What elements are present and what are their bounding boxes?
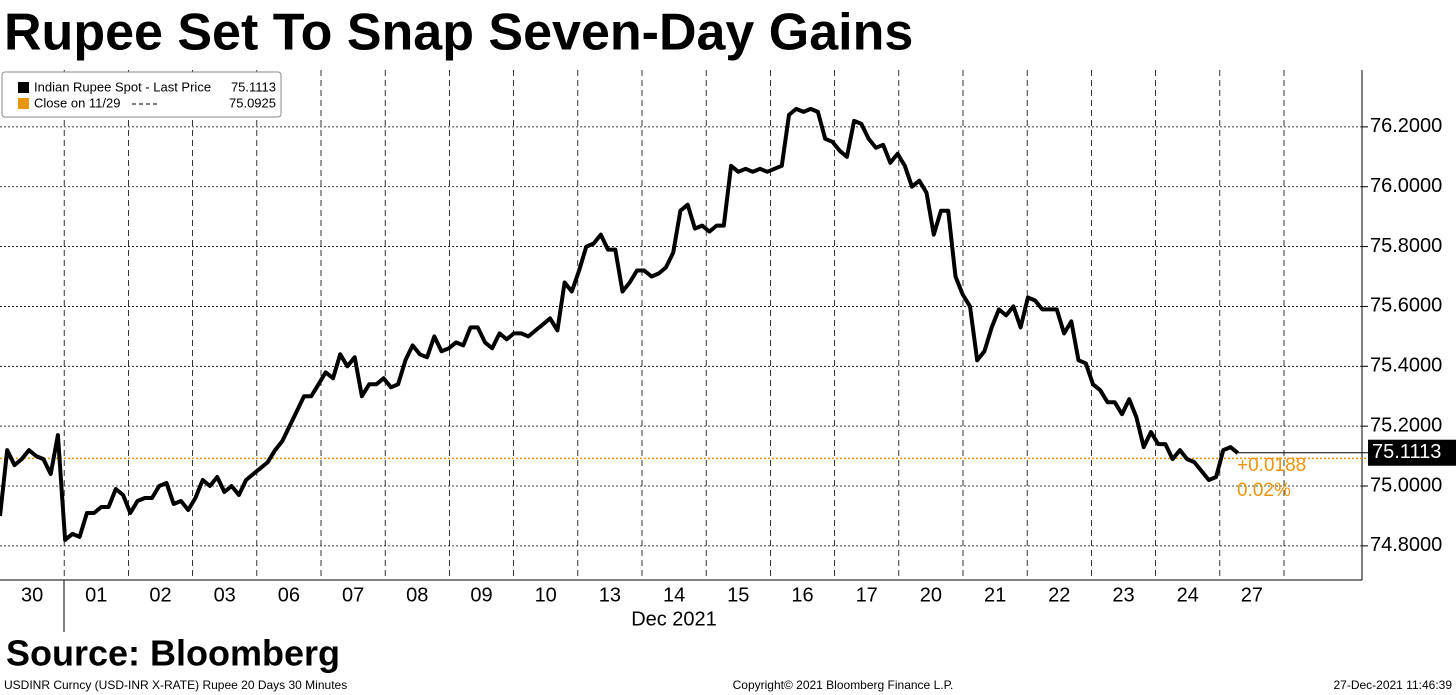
legend-value: 75.0925 bbox=[229, 95, 276, 110]
source: Source: Bloomberg bbox=[6, 633, 340, 674]
annotation: 0.02% bbox=[1237, 480, 1291, 501]
x-tick-label: 24 bbox=[1177, 584, 1199, 606]
x-tick-label: 09 bbox=[470, 584, 492, 606]
last-price-label: 75.1113 bbox=[1372, 441, 1441, 463]
x-tick-label: 14 bbox=[663, 584, 685, 606]
y-tick-label: 75.0000 bbox=[1370, 474, 1442, 496]
legend-value: 75.1113 bbox=[231, 79, 276, 94]
x-tick-label: 30 bbox=[21, 584, 43, 606]
x-tick-label: 20 bbox=[920, 584, 942, 606]
x-tick-label: 03 bbox=[214, 584, 236, 606]
x-tick-label: 08 bbox=[406, 584, 428, 606]
legend-box bbox=[1, 71, 282, 118]
x-tick-label: 13 bbox=[599, 584, 621, 606]
footer: 27-Dec-2021 11:46:39 bbox=[1333, 678, 1452, 692]
x-tick-label: 21 bbox=[984, 584, 1006, 606]
chart-title: Rupee Set To Snap Seven-Day Gains bbox=[4, 4, 913, 62]
x-tick-label: 17 bbox=[856, 584, 878, 606]
y-tick-label: 75.8000 bbox=[1370, 235, 1442, 257]
x-tick-label: 16 bbox=[791, 584, 813, 606]
y-tick-label: 75.4000 bbox=[1370, 355, 1442, 377]
x-tick-label: 07 bbox=[342, 584, 364, 606]
x-axis-label: Dec 2021 bbox=[631, 608, 717, 630]
y-tick-label: 75.2000 bbox=[1370, 414, 1442, 436]
x-tick-label: 10 bbox=[535, 584, 557, 606]
y-tick-label: 74.8000 bbox=[1370, 534, 1442, 556]
price-line bbox=[0, 106, 1240, 542]
legend-swatch bbox=[18, 82, 29, 93]
plot: 74.8000 75.0000 75.2000 75.4000 75.6000 75.80… bbox=[0, 70, 1456, 606]
y-tick-label: 75.6000 bbox=[1370, 295, 1442, 317]
legend: Indian Rupee Spot - Last Price 75.1113 C… bbox=[1, 71, 282, 118]
x-tick-label: 02 bbox=[149, 584, 171, 606]
y-tick-label: 76.2000 bbox=[1370, 115, 1442, 137]
x-tick-label: 01 bbox=[85, 584, 107, 606]
legend-swatch bbox=[18, 98, 29, 109]
y-tick-label: 76.0000 bbox=[1370, 175, 1442, 197]
x-tick-label: 22 bbox=[1048, 584, 1070, 606]
last-price-box bbox=[1368, 439, 1456, 466]
footer: USDINR Curncy (USD-INR X-RATE) Rupee 20 … bbox=[4, 678, 347, 692]
legend-label: Close on 11/29 bbox=[34, 95, 121, 110]
x-tick-label: 06 bbox=[278, 584, 300, 606]
x-tick-label: 23 bbox=[1112, 584, 1134, 606]
legend-label: Indian Rupee Spot - Last Price bbox=[34, 79, 211, 94]
x-tick-label: 15 bbox=[727, 584, 749, 606]
footer: Copyright© 2021 Bloomberg Finance L.P. bbox=[733, 678, 954, 692]
annotation: +0.0188 bbox=[1237, 455, 1306, 476]
x-tick-label: 27 bbox=[1241, 584, 1263, 606]
